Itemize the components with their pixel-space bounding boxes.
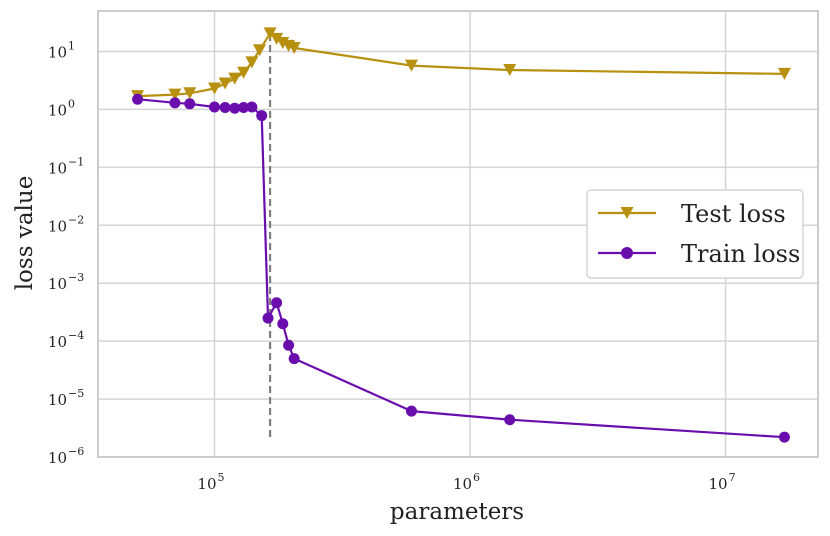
x-tick-base: 10 <box>453 475 472 493</box>
data-point-train <box>238 101 250 113</box>
y-tick-label: 10 −4 <box>48 329 84 351</box>
y-tick-exponent: 0 <box>68 97 75 110</box>
series <box>131 27 791 443</box>
data-point-train <box>288 353 300 365</box>
y-tick-base: 10 <box>48 101 67 119</box>
plot-frame <box>97 10 819 458</box>
data-point-test <box>404 59 418 72</box>
x-tick-base: 10 <box>708 475 727 493</box>
x-tick-exponent: 6 <box>473 471 480 484</box>
data-point-train <box>229 102 241 114</box>
data-point-train <box>256 110 268 122</box>
y-tick-label: 10 0 <box>48 97 75 119</box>
x-tick-label: 10 7 <box>708 471 735 493</box>
y-tick-base: 10 <box>48 159 67 177</box>
y-tick-label: 10 −5 <box>48 387 84 409</box>
data-point-test <box>237 66 251 79</box>
data-point-train <box>184 98 196 110</box>
data-point-test <box>228 72 242 85</box>
y-tick-label: 10 −6 <box>48 445 84 467</box>
data-point-test <box>183 87 197 100</box>
y-tick-base: 10 <box>48 449 67 467</box>
data-point-train <box>209 101 221 113</box>
y-tick-exponent: −3 <box>68 271 84 284</box>
y-tick-exponent: −2 <box>68 213 84 226</box>
x-tick-exponent: 5 <box>218 471 225 484</box>
legend-marker-test <box>620 207 634 219</box>
y-tick-exponent: −4 <box>68 329 84 342</box>
legend-label-train: Train loss <box>681 240 800 268</box>
data-point-train <box>262 312 274 324</box>
data-point-train <box>504 414 516 426</box>
data-point-test <box>287 41 301 54</box>
x-tick-exponent: 7 <box>729 471 736 484</box>
series-line-test <box>137 32 785 98</box>
y-tick-base: 10 <box>48 391 67 409</box>
data-point-test <box>503 63 517 76</box>
y-tick-base: 10 <box>48 43 67 61</box>
y-tick-base: 10 <box>48 217 67 235</box>
data-point-train <box>169 97 181 109</box>
data-point-test <box>218 77 232 90</box>
data-point-test <box>777 67 791 80</box>
y-tick-exponent: 1 <box>68 39 75 52</box>
y-tick-base: 10 <box>48 275 67 293</box>
x-tick-labels: 10 5 10 6 10 7 <box>197 471 735 493</box>
x-axis-title: parameters <box>390 499 524 525</box>
y-tick-exponent: −6 <box>68 445 84 458</box>
data-point-train <box>132 93 144 105</box>
data-point-test <box>168 88 182 101</box>
series-test <box>131 27 791 103</box>
data-point-test <box>253 44 267 57</box>
series-train <box>132 93 790 443</box>
data-point-train <box>246 101 258 113</box>
y-tick-label: 10 −3 <box>48 271 84 293</box>
legend-marker-train <box>621 247 633 259</box>
x-tick-label: 10 5 <box>197 471 224 493</box>
x-tick-base: 10 <box>197 475 216 493</box>
data-point-test <box>270 32 284 45</box>
data-point-train <box>778 431 790 443</box>
data-point-test <box>208 82 222 95</box>
data-point-test <box>245 56 259 69</box>
y-tick-exponent: −1 <box>68 155 84 168</box>
data-point-train <box>271 297 283 309</box>
y-tick-label: 10 1 <box>48 39 75 61</box>
data-point-train <box>277 318 289 330</box>
y-tick-exponent: −5 <box>68 387 84 400</box>
y-tick-label: 10 −2 <box>48 213 84 235</box>
data-point-test <box>263 27 277 40</box>
y-tick-base: 10 <box>48 333 67 351</box>
legend: Test loss Train loss <box>586 189 804 279</box>
data-point-train <box>283 339 295 351</box>
y-tick-label: 10 −1 <box>48 155 84 177</box>
legend-label-test: Test loss <box>681 200 786 228</box>
data-point-train <box>405 405 417 417</box>
y-axis-title: loss value <box>12 176 38 291</box>
data-point-train <box>219 101 231 113</box>
x-tick-label: 10 6 <box>453 471 480 493</box>
